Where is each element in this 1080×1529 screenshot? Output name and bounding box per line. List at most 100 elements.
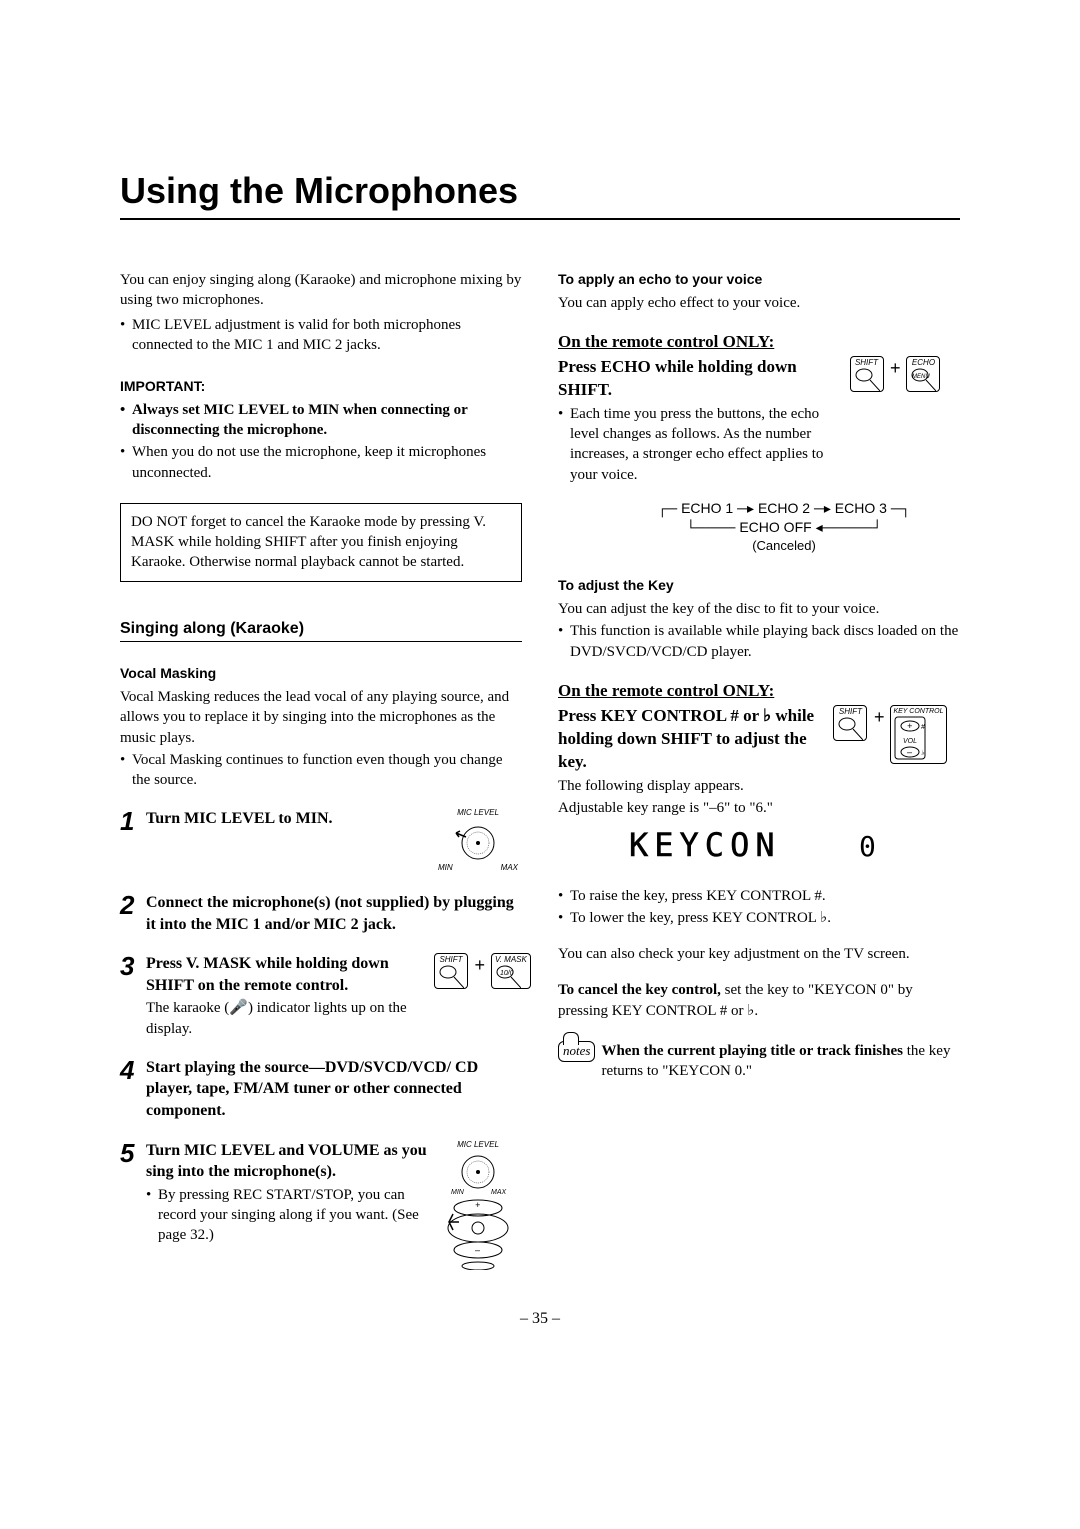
intro-text-2: MIC LEVEL adjustment is valid for both m… xyxy=(132,315,522,356)
echo-bullet: • Each time you press the buttons, the e… xyxy=(558,404,830,485)
vocal-masking-label: Vocal Masking xyxy=(120,664,522,683)
shift-button-icon: SHIFT xyxy=(850,356,884,392)
svg-text:♭: ♭ xyxy=(921,749,925,757)
step-number: 2 xyxy=(120,892,146,918)
page-title: Using the Microphones xyxy=(120,170,960,220)
mic-level-label: MIC LEVEL xyxy=(434,808,522,819)
svg-text:#: # xyxy=(921,724,925,731)
svg-text:MIN: MIN xyxy=(451,1189,465,1196)
vocal-masking-bullet: • Vocal Masking continues to function ev… xyxy=(120,750,522,791)
step-3: 3 Press V. MASK while holding down SHIFT… xyxy=(120,953,522,1039)
step-1: 1 Turn MIC LEVEL to MIN. MIC LEVEL MIN M… xyxy=(120,808,522,874)
step2-text: Connect the microphone(s) (not supplied)… xyxy=(146,892,522,935)
step1-text: Turn MIC LEVEL to MIN. xyxy=(146,808,434,830)
key-lower-text: To lower the key, press KEY CONTROL ♭. xyxy=(570,908,831,928)
tv-check-text: You can also check your key adjustment o… xyxy=(558,944,960,964)
step3-extra: The karaoke (🎤) indicator lights up on t… xyxy=(146,998,434,1039)
important-label: IMPORTANT: xyxy=(120,377,522,396)
cancel-bold: To cancel the key control, xyxy=(558,982,721,998)
remote-only-1: On the remote control ONLY: xyxy=(558,331,960,354)
cancel-key-text: To cancel the key control, set the key t… xyxy=(558,980,960,1021)
shift-vmask-icons: SHIFT + V. MASK 10/0 xyxy=(434,953,522,989)
step3-text: Press V. MASK while holding down SHIFT o… xyxy=(146,953,434,996)
step5-bullet: • By pressing REC START/STOP, you can re… xyxy=(146,1185,434,1246)
bullet-dot: • xyxy=(558,404,570,485)
bullet-dot: • xyxy=(146,1185,158,1246)
echo-press: Press ECHO while holding down SHIFT. xyxy=(558,356,830,402)
shift-button-icon: SHIFT xyxy=(434,953,468,989)
key-title: To adjust the Key xyxy=(558,576,960,595)
canceled-label: (Canceled) xyxy=(608,537,960,555)
step-number: 3 xyxy=(120,953,146,979)
max-label: MAX xyxy=(501,863,518,874)
mic-level-label: MIC LEVEL xyxy=(434,1140,522,1151)
step-4: 4 Start playing the source—DVD/SVCD/VCD/… xyxy=(120,1057,522,1122)
intro-text-1: You can enjoy singing along (Karaoke) an… xyxy=(120,270,522,311)
key-raise-bullet: • To raise the key, press KEY CONTROL #. xyxy=(558,886,960,906)
step-5: 5 Turn MIC LEVEL and VOLUME as you sing … xyxy=(120,1140,522,1271)
step-number: 1 xyxy=(120,808,146,834)
keycon-display: KEYCON 0 xyxy=(558,826,960,878)
important-text-2: When you do not use the microphone, keep… xyxy=(132,442,522,483)
plus-icon: + xyxy=(470,953,489,977)
key-lower-bullet: • To lower the key, press KEY CONTROL ♭. xyxy=(558,908,960,928)
svg-text:10/0: 10/0 xyxy=(500,970,514,977)
notes-text: When the current playing title or track … xyxy=(601,1041,960,1082)
key-raise-text: To raise the key, press KEY CONTROL #. xyxy=(570,886,826,906)
echo-title: To apply an echo to your voice xyxy=(558,270,960,289)
svg-text:KEYCON: KEYCON xyxy=(629,826,781,864)
plus-icon: + xyxy=(886,356,905,380)
notes-icon: notes xyxy=(558,1041,595,1063)
bullet-dot: • xyxy=(120,750,132,791)
shift-echo-icons: SHIFT + ECHO MENU xyxy=(830,356,960,392)
mic-volume-icon: MIC LEVEL MIN MAX + – xyxy=(434,1140,522,1271)
bullet-dot: • xyxy=(558,886,570,906)
svg-text:+: + xyxy=(907,721,912,731)
echo-button-icon: ECHO MENU xyxy=(906,356,940,392)
vocal-masking-text: Vocal Masking reduces the lead vocal of … xyxy=(120,687,522,748)
key-extra1: The following display appears. xyxy=(558,776,820,796)
svg-text:–: – xyxy=(906,747,913,757)
shift-button-icon: SHIFT xyxy=(833,705,867,741)
important-bullet-2: • When you do not use the microphone, ke… xyxy=(120,442,522,483)
bullet-dot: • xyxy=(558,908,570,928)
page-number: – 35 – xyxy=(120,1310,960,1328)
right-column: To apply an echo to your voice You can a… xyxy=(558,270,960,1270)
svg-text:MAX: MAX xyxy=(491,1189,507,1196)
key-press: Press KEY CONTROL # or ♭ while holding d… xyxy=(558,705,820,774)
vmask-button-icon: V. MASK 10/0 xyxy=(491,953,531,989)
svg-text:MENU: MENU xyxy=(912,374,930,380)
bullet-dot: • xyxy=(558,621,570,662)
warning-box: DO NOT forget to cancel the Karaoke mode… xyxy=(120,503,522,582)
intro-bullet: • MIC LEVEL adjustment is valid for both… xyxy=(120,315,522,356)
important-bullet-1: • Always set MIC LEVEL to MIN when conne… xyxy=(120,400,522,441)
shift-keycontrol-icons: SHIFT + KEY CONTROL + # VOL – xyxy=(820,705,960,764)
min-label: MIN xyxy=(438,863,453,874)
section-karaoke: Singing along (Karaoke) xyxy=(120,618,522,643)
step-number: 5 xyxy=(120,1140,146,1166)
echo-instruction: Press ECHO while holding down SHIFT. • E… xyxy=(558,356,960,487)
two-column-layout: You can enjoy singing along (Karaoke) an… xyxy=(120,270,960,1270)
notes-bold: When the current playing title or track … xyxy=(601,1043,903,1059)
bullet-dot: • xyxy=(120,315,132,356)
segment-display-icon: KEYCON 0 xyxy=(629,826,889,866)
key-intro: You can adjust the key of the disc to fi… xyxy=(558,599,960,619)
step4-text: Start playing the source—DVD/SVCD/VCD/ C… xyxy=(146,1057,522,1122)
svg-text:+: + xyxy=(475,1200,480,1210)
step5-text: Turn MIC LEVEL and VOLUME as you sing in… xyxy=(146,1140,434,1183)
step5-bullet-text: By pressing REC START/STOP, you can reco… xyxy=(158,1185,434,1246)
page: Using the Microphones You can enjoy sing… xyxy=(0,0,1080,1368)
svg-text:0: 0 xyxy=(859,830,880,863)
step-number: 4 xyxy=(120,1057,146,1083)
bullet-dot: • xyxy=(120,442,132,483)
key-instruction: Press KEY CONTROL # or ♭ while holding d… xyxy=(558,705,960,818)
key-bullet: • This function is available while playi… xyxy=(558,621,960,662)
svg-text:VOL: VOL xyxy=(903,738,917,745)
remote-only-2: On the remote control ONLY: xyxy=(558,680,960,703)
plus-icon: + xyxy=(870,705,889,729)
key-bullet-text: This function is available while playing… xyxy=(570,621,960,662)
left-column: You can enjoy singing along (Karaoke) an… xyxy=(120,270,522,1270)
key-extra2: Adjustable key range is "–6" to "6." xyxy=(558,798,820,818)
svg-text:–: – xyxy=(474,1245,481,1255)
important-text-1: Always set MIC LEVEL to MIN when connect… xyxy=(132,400,522,441)
